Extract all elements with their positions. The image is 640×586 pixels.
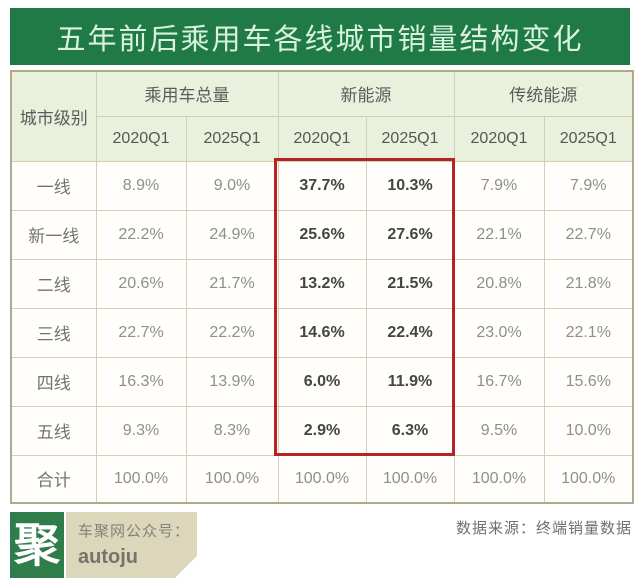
table-cell-highlight: 21.5% (365, 258, 455, 309)
table-cell: 9.0% (185, 160, 279, 211)
table-cell: 16.7% (453, 356, 545, 407)
table-cell: 7.9% (453, 160, 545, 211)
group-header-traditional: 传统能源 (453, 70, 634, 117)
quarter-header: 2020Q1 (95, 115, 187, 162)
table-cell: 22.2% (185, 307, 279, 358)
table-cell: 22.7% (543, 209, 634, 260)
table-cell: 100.0% (95, 454, 187, 504)
table-cell: 23.0% (453, 307, 545, 358)
table-cell: 13.9% (185, 356, 279, 407)
row-label: 四线 (10, 356, 97, 407)
table-row-total: 合计 100.0% 100.0% 100.0% 100.0% 100.0% 10… (10, 454, 634, 504)
table-cell: 9.3% (95, 405, 187, 456)
data-source-note: 数据来源：终端销量数据 (455, 520, 632, 537)
table-cell: 8.9% (95, 160, 187, 211)
table-cell: 24.9% (185, 209, 279, 260)
table-row-tier3: 三线 22.7% 22.2% 14.6% 22.4% 23.0% 22.1% (10, 307, 634, 358)
corner-header: 城市级别 (10, 70, 97, 162)
table-cell-highlight: 27.6% (365, 209, 455, 260)
table-cell: 22.1% (543, 307, 634, 358)
table-cell: 100.0% (277, 454, 367, 504)
table-cell-highlight: 10.3% (365, 160, 455, 211)
chejuwang-logo: 聚 (10, 512, 64, 578)
table-cell-highlight: 6.0% (277, 356, 367, 407)
quarter-header: 2020Q1 (453, 115, 545, 162)
row-label: 新一线 (10, 209, 97, 260)
row-label: 合计 (10, 454, 97, 504)
table-cell: 21.7% (185, 258, 279, 309)
table-cell: 22.1% (453, 209, 545, 260)
table-cell: 21.8% (543, 258, 634, 309)
table-cell-highlight: 13.2% (277, 258, 367, 309)
page-title: 五年前后乘用车各线城市销量结构变化 (10, 8, 630, 65)
table-cell-highlight: 25.6% (277, 209, 367, 260)
table-cell: 100.0% (543, 454, 634, 504)
table-cell: 20.8% (453, 258, 545, 309)
wechat-account-badge: 车聚网公众号： autoju (66, 512, 197, 578)
table-row-tier2: 二线 20.6% 21.7% 13.2% 21.5% 20.8% 21.8% (10, 258, 634, 309)
quarter-header: 2025Q1 (543, 115, 634, 162)
row-label: 三线 (10, 307, 97, 358)
sales-structure-table: 城市级别 乘用车总量 新能源 传统能源 2020Q1 2025Q1 2020Q1… (10, 70, 634, 504)
table-row-newtier1: 新一线 22.2% 24.9% 25.6% 27.6% 22.1% 22.7% (10, 209, 634, 260)
row-label: 二线 (10, 258, 97, 309)
table-cell: 7.9% (543, 160, 634, 211)
table-cell: 100.0% (365, 454, 455, 504)
table-cell-highlight: 6.3% (365, 405, 455, 456)
table-row-tier4: 四线 16.3% 13.9% 6.0% 11.9% 16.7% 15.6% (10, 356, 634, 407)
row-label: 一线 (10, 160, 97, 211)
table-cell-highlight: 14.6% (277, 307, 367, 358)
table-cell: 22.2% (95, 209, 187, 260)
table-cell: 100.0% (453, 454, 545, 504)
quarter-header: 2025Q1 (185, 115, 279, 162)
table-cell: 15.6% (543, 356, 634, 407)
table-cell-highlight: 22.4% (365, 307, 455, 358)
quarter-header: 2025Q1 (365, 115, 455, 162)
quarter-header: 2020Q1 (277, 115, 367, 162)
table-cell: 22.7% (95, 307, 187, 358)
table-cell: 16.3% (95, 356, 187, 407)
table-cell: 9.5% (453, 405, 545, 456)
account-name: autoju (78, 546, 138, 568)
table-cell-highlight: 2.9% (277, 405, 367, 456)
table-cell: 10.0% (543, 405, 634, 456)
table-row-tier5: 五线 9.3% 8.3% 2.9% 6.3% 9.5% 10.0% (10, 405, 634, 456)
table-cell: 20.6% (95, 258, 187, 309)
group-header-total: 乘用车总量 (95, 70, 279, 117)
table-cell: 8.3% (185, 405, 279, 456)
row-label: 五线 (10, 405, 97, 456)
table-cell: 100.0% (185, 454, 279, 504)
table-row-tier1: 一线 8.9% 9.0% 37.7% 10.3% 7.9% 7.9% (10, 160, 634, 211)
account-label-text: 车聚网公众号： (78, 523, 191, 540)
table-cell-highlight: 37.7% (277, 160, 367, 211)
group-header-nev: 新能源 (277, 70, 455, 117)
table-cell-highlight: 11.9% (365, 356, 455, 407)
